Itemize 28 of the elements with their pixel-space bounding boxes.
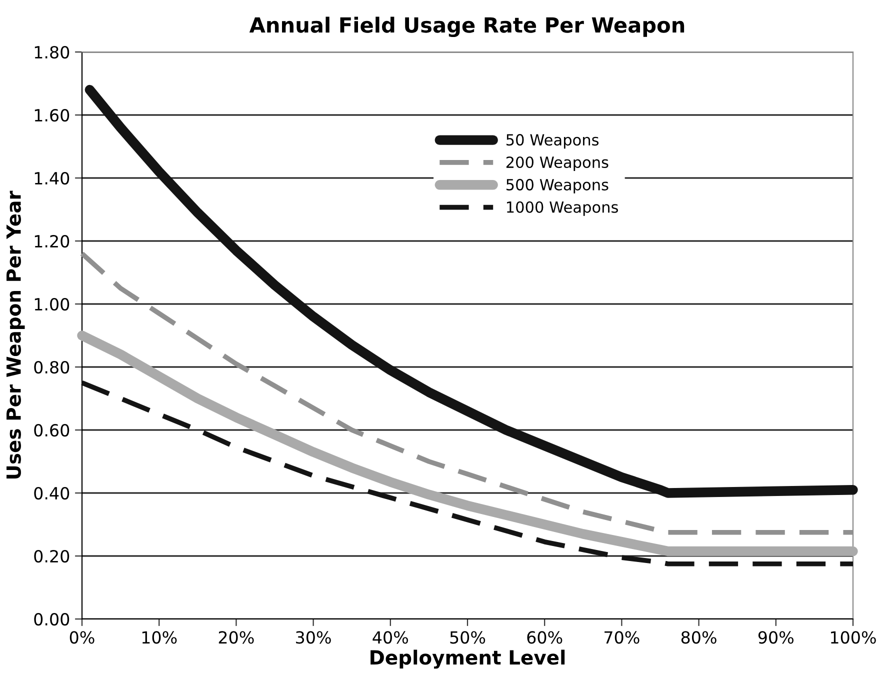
x-tick-label: 80%: [681, 631, 716, 644]
y-tick-label: 0.00: [34, 612, 70, 626]
x-tick-label: 70%: [604, 631, 640, 644]
y-tick-label: 0.40: [34, 486, 70, 500]
x-tick-label: 90%: [758, 631, 794, 644]
y-tick-label: 1.40: [34, 172, 70, 185]
x-tick-label: 30%: [296, 631, 331, 644]
x-tick-label: 10%: [142, 631, 177, 644]
x-tick-label: 100%: [831, 631, 876, 644]
y-tick-label: 1.80: [34, 46, 70, 59]
y-axis-title: Uses Per Weapon Per Year: [6, 190, 25, 479]
x-tick-label: 60%: [527, 631, 562, 644]
x-tick-label: 40%: [372, 631, 408, 644]
y-tick-label: 1.60: [34, 108, 70, 122]
y-tick-label: 1.20: [34, 234, 70, 248]
legend-label: 1000 Weapons: [507, 201, 618, 216]
legend-label: 500 Weapons: [506, 178, 608, 194]
legend-label: 200 Weapons: [506, 156, 608, 171]
legend-label: 50 Weapons: [506, 134, 599, 149]
y-tick-label: 0.20: [34, 550, 70, 563]
x-tick-label: 50%: [450, 631, 486, 644]
x-tick-label: 0%: [70, 631, 94, 644]
y-tick-label: 0.60: [34, 424, 70, 437]
x-tick-label: 20%: [218, 631, 254, 644]
x-axis-title: Deployment Level: [370, 650, 565, 669]
y-tick-label: 1.00: [34, 298, 70, 311]
chart-title: Annual Field Usage Rate Per Weapon: [249, 16, 684, 38]
y-tick-label: 0.80: [34, 360, 70, 374]
